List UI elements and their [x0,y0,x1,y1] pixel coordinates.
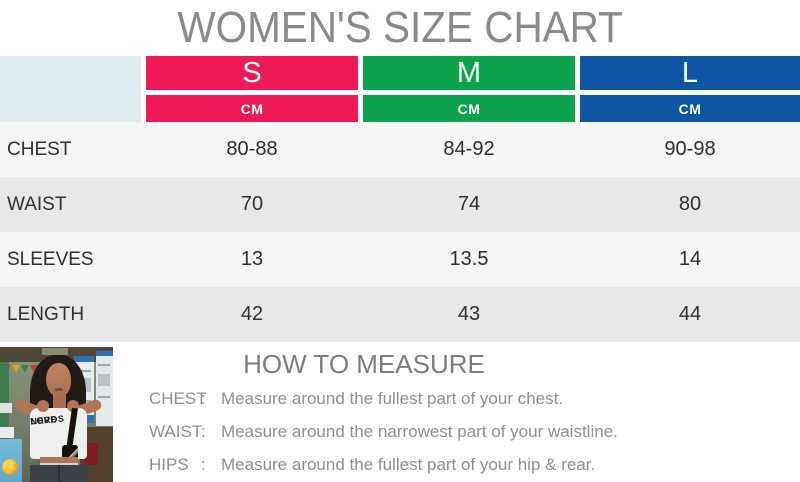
model-neck [53,394,66,409]
photo-wall-poster [96,351,113,426]
table-row-sleeves: SLEEVES 13 13.5 14 [0,232,800,287]
row-label: WAIST [7,193,67,215]
corner-cell [0,56,141,122]
measure-colon: : [201,389,206,408]
size-table-body: CHEST 80-88 84-92 90-98 WAIST 70 74 80 S… [0,122,800,342]
photo-shelf-item [84,443,98,465]
size-table-header: S M L CM CM CM [0,56,800,122]
measure-instructions: HOW TO MEASURE CHEST : Measure around th… [113,347,800,482]
page-title: WOMEN'S SIZE CHART [177,3,623,52]
cell-length-m: 43 [457,303,481,325]
table-row-chest: CHEST 80-88 84-92 90-98 [0,122,800,177]
cell-sleeves-m: 13.5 [449,248,489,270]
model-belt-chain [40,463,78,465]
cell-sleeves-s: 13 [240,248,264,270]
photo-kiosk-logo [2,459,18,475]
photo-banner-flag [12,365,20,373]
measure-item-chest: CHEST : Measure around the fullest part … [149,389,579,409]
measure-term: WAIST [149,422,203,441]
size-header-s: S [146,56,358,90]
measure-term: HIPS [149,455,189,474]
measure-colon: : [201,455,206,474]
row-label: CHEST [7,138,72,160]
photo-ceiling-sign [42,348,68,355]
model-photo: I LOVE NERDS [0,347,113,482]
poster-line [77,370,91,372]
cell-sleeves-l: 14 [678,248,702,270]
how-to-measure-section: I LOVE NERDS HOW TO MEASURE CHEST : Meas… [0,342,800,482]
measure-text: Measure around the fullest part of your … [221,389,564,408]
model-jeans-seam [58,465,60,482]
cell-chest-l: 90-98 [664,138,716,160]
unit-cell-l: CM [580,95,800,122]
row-label: SLEEVES [7,248,94,270]
cell-length-s: 42 [240,303,264,325]
poster-figure [98,374,110,386]
cell-chest-m: 84-92 [443,138,495,160]
measure-item-waist: WAIST : Measure around the narrowest par… [149,422,618,442]
row-label: LENGTH [7,303,85,325]
title-bar: WOMEN'S SIZE CHART [0,0,800,56]
model-hand-left [37,400,49,412]
cell-waist-l: 80 [678,193,702,215]
poster-line [98,396,110,398]
measure-item-hips: HIPS : Measure around the fullest part o… [149,455,595,475]
measure-text: Measure around the narrowest part of you… [221,422,618,441]
photo-banner-flag [30,365,38,373]
poster-line [98,364,110,366]
table-row-length: LENGTH 42 43 44 [0,287,800,342]
measure-term: CHEST [149,389,207,408]
unit-cell-m: CM [363,95,575,122]
cell-length-l: 44 [678,303,702,325]
photo-kiosk-label [0,427,14,438]
cell-chest-s: 80-88 [226,138,278,160]
cell-waist-s: 70 [240,193,264,215]
model-midriff [40,457,78,467]
measure-text: Measure around the fullest part of your … [221,455,596,474]
model-face [46,363,71,397]
size-header-l: L [580,56,800,90]
size-header-m: M [363,56,575,90]
measure-colon: : [201,422,206,441]
photo-banner-flag [21,365,29,373]
cell-waist-m: 74 [457,193,481,215]
model-lips [55,388,63,391]
measure-heading: HOW TO MEASURE [243,349,485,379]
photo-shelf-label [0,403,12,413]
unit-cell-s: CM [146,95,358,122]
table-row-waist: WAIST 70 74 80 [0,177,800,232]
